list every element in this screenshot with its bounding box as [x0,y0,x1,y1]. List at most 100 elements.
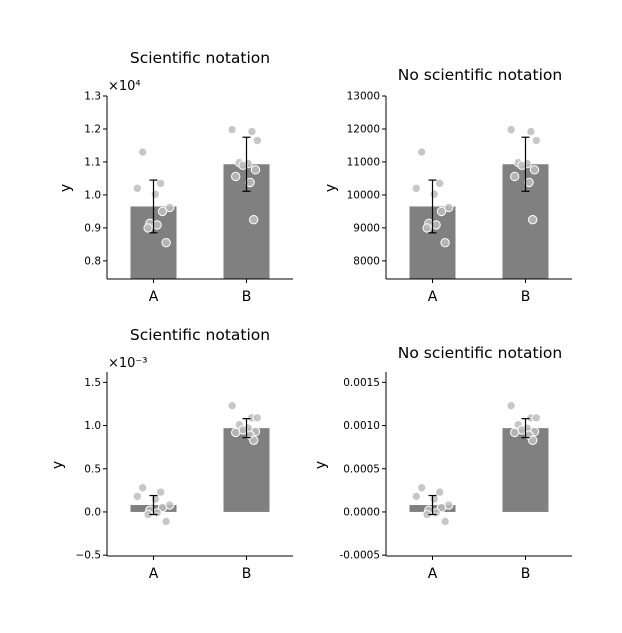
panel-top-left: Scientific notation ×10⁴ y A B 0.8 0.9 1.0 1.… [58,49,293,305]
data-point [422,223,432,233]
y-tick-label: 0.9 [84,222,101,234]
data-point [156,178,166,189]
data-point [440,238,450,248]
y-tick-label: 0.0015 [343,377,380,389]
data-point [157,206,168,217]
data-point [431,220,441,230]
data-point [510,171,520,182]
panel-title: Scientific notation [130,326,270,344]
data-point [231,171,241,182]
y-axis-label: y [50,461,66,469]
y-tick-label: 1.2 [84,123,101,135]
data-point [227,400,237,411]
data-point [132,183,143,194]
x-tick-label: B [521,566,531,582]
x-tick-label: A [428,566,438,582]
data-point [227,124,237,135]
y-tick-label: 0.5 [84,463,101,475]
data-point [417,147,427,157]
y-tick-label: 1.1 [84,156,101,168]
y-tick-label: 0.0000 [343,506,380,518]
bar-B [502,428,549,512]
data-point [417,483,427,493]
y-axis-label: y [58,184,74,192]
panel-title: No scientific notation [398,66,562,84]
bar-B [223,428,270,512]
data-point [429,189,439,199]
data-point [231,427,241,438]
y-tick-label: 1.5 [84,377,101,389]
data-point [431,508,441,518]
x-tick-label: B [521,289,531,305]
y-tick-label: 0.8 [84,255,101,267]
panel-top-right: No scientific notation y A B 8000 9000 10000… [323,66,572,305]
x-tick-label: A [149,566,159,582]
data-point [252,135,262,146]
x-tick-label: B [242,289,252,305]
y-axis-label: y [313,461,329,469]
y-tick-label: 0.0005 [343,463,380,475]
data-point [156,487,166,497]
panel-bottom-right: No scientific notation y A B -0.0005 0.0000… [313,344,572,582]
data-point [150,189,161,199]
data-point [152,220,162,230]
y-tick-label: 0.0010 [343,420,380,432]
y-axis-label: y [323,184,339,192]
data-point [250,165,261,175]
y-tick-label: 10000 [347,189,380,201]
data-point [435,487,445,497]
y-offset-label: ×10⁻³ [108,356,148,371]
data-point [436,206,447,217]
y-tick-label: 12000 [347,123,380,135]
y-tick-label: 13000 [347,91,380,103]
data-point [238,160,248,170]
data-point [444,202,454,213]
data-point [165,202,175,213]
y-tick-label: -0.0005 [339,550,380,562]
data-point [411,183,421,194]
data-point [506,400,516,411]
y-tick-label: 9000 [353,222,380,234]
y-tick-label: 1.3 [84,91,101,103]
y-tick-label: 11000 [347,156,380,168]
data-point [132,491,143,502]
data-point [245,177,255,188]
data-point [506,124,516,135]
x-tick-label: A [149,289,159,305]
data-point [143,223,153,233]
data-point [411,491,421,502]
y-tick-label: 1.0 [84,189,101,201]
data-point [440,516,450,527]
x-tick-label: A [428,289,438,305]
data-point [510,427,520,438]
data-point [161,516,171,527]
data-point [138,147,148,157]
data-point [249,435,259,445]
data-point [252,413,262,423]
x-tick-label: B [242,566,252,582]
data-point [524,177,534,188]
data-point [152,508,162,518]
data-point [531,135,541,146]
data-point [517,160,527,170]
data-point [528,435,538,445]
y-tick-label: 8000 [353,255,380,267]
panel-title: Scientific notation [130,49,270,67]
data-point [531,413,541,423]
data-point [435,178,445,189]
data-point [249,214,259,225]
data-point [161,238,171,248]
panel-title: No scientific notation [398,344,562,362]
y-tick-label: −0.5 [76,550,102,562]
panel-bottom-left: Scientific notation ×10⁻³ y A B −0.5 0.0 0.5… [50,326,293,582]
data-point [528,214,538,225]
data-point [529,165,540,175]
data-point [138,483,148,493]
y-tick-label: 1.0 [84,420,101,432]
data-point [526,126,536,137]
y-offset-label: ×10⁴ [108,79,141,94]
y-tick-label: 0.0 [84,506,101,518]
data-point [247,126,257,137]
